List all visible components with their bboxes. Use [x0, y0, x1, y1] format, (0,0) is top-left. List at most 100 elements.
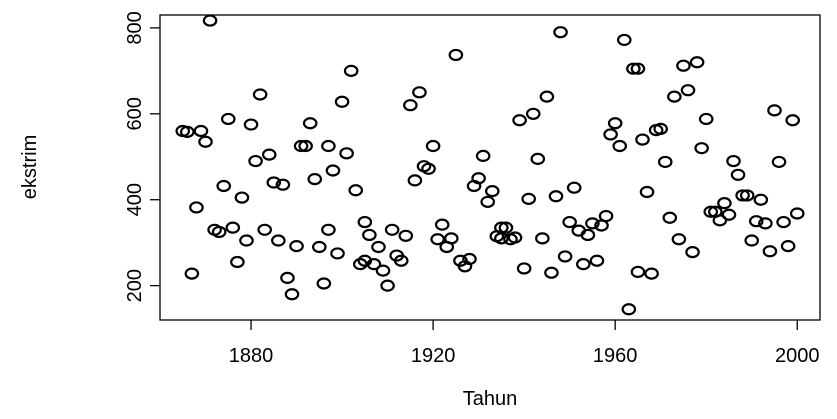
data-point	[607, 117, 623, 130]
data-point	[525, 107, 541, 120]
data-point	[357, 254, 373, 267]
data-point	[198, 135, 213, 148]
data-point	[302, 117, 318, 130]
y-tick-label: 600	[124, 97, 146, 130]
data-point	[257, 223, 272, 236]
x-axis-title: Tahun	[463, 388, 518, 410]
data-point	[589, 254, 605, 267]
data-point	[398, 229, 414, 242]
data-point	[193, 124, 209, 138]
data-point	[762, 245, 778, 258]
data-point	[348, 184, 364, 197]
data-point	[298, 139, 313, 153]
data-point	[598, 209, 614, 223]
data-point	[412, 86, 427, 99]
data-point	[767, 104, 782, 117]
data-point	[202, 14, 218, 27]
data-point	[343, 64, 359, 77]
data-point	[243, 118, 259, 131]
data-point	[521, 192, 536, 205]
data-point	[566, 181, 582, 194]
data-point	[325, 164, 341, 177]
data-point	[434, 218, 450, 231]
y-axis-title: ekstrim	[19, 135, 41, 199]
data-point	[352, 258, 368, 271]
data-point	[248, 154, 263, 168]
data-point	[316, 277, 332, 290]
data-point	[339, 147, 354, 160]
data-point	[585, 217, 600, 230]
data-point	[239, 234, 254, 247]
data-point	[539, 90, 555, 103]
data-point	[384, 223, 400, 236]
data-point	[494, 232, 509, 245]
data-point	[462, 252, 477, 266]
data-point	[362, 228, 377, 242]
data-point	[753, 193, 769, 206]
data-point	[330, 247, 345, 260]
data-point	[730, 168, 746, 181]
data-point	[307, 172, 323, 186]
data-point	[230, 255, 245, 269]
data-point	[685, 246, 700, 259]
data-point	[261, 148, 277, 161]
data-point	[475, 149, 491, 163]
data-point	[220, 112, 236, 126]
data-points	[175, 14, 805, 316]
data-point	[630, 265, 646, 278]
data-point	[289, 240, 304, 253]
data-point	[789, 207, 805, 220]
data-point	[189, 201, 204, 214]
data-point	[676, 59, 691, 72]
data-point	[580, 228, 596, 242]
y-tick-label: 400	[124, 183, 146, 216]
data-point	[430, 233, 445, 246]
data-point	[393, 254, 409, 267]
x-tick-label: 2000	[775, 345, 820, 367]
data-point	[380, 279, 395, 292]
data-point	[211, 225, 227, 239]
data-point	[612, 139, 628, 153]
data-point	[284, 288, 300, 301]
data-point	[771, 155, 787, 169]
data-point	[407, 174, 423, 187]
data-point	[444, 232, 459, 245]
data-point	[785, 114, 800, 127]
data-point	[403, 99, 418, 112]
x-axis: 1880 1920 1960 2000	[229, 320, 820, 367]
data-point	[630, 62, 646, 75]
data-point	[516, 262, 532, 275]
data-point	[744, 234, 760, 247]
data-point	[758, 217, 773, 230]
data-point	[471, 172, 486, 185]
y-tick-label: 200	[124, 269, 146, 302]
data-point	[680, 84, 696, 97]
data-point	[635, 133, 650, 146]
data-point	[562, 215, 577, 229]
data-point	[507, 231, 523, 244]
data-point	[639, 185, 655, 199]
data-point	[780, 240, 796, 253]
data-point	[621, 303, 637, 316]
data-point	[266, 176, 282, 189]
y-axis: 200 400 600 800	[124, 11, 160, 302]
data-point	[484, 185, 500, 198]
data-point	[252, 88, 268, 101]
data-point	[653, 122, 668, 135]
data-point	[698, 112, 714, 126]
data-point	[739, 189, 755, 202]
x-tick-label: 1880	[229, 345, 274, 367]
data-point	[293, 139, 309, 153]
data-point	[234, 191, 250, 204]
data-point	[480, 195, 496, 208]
data-point	[553, 26, 568, 39]
data-point	[421, 162, 436, 175]
data-point	[717, 197, 732, 210]
data-point	[334, 95, 350, 108]
plot-frame	[159, 14, 821, 321]
data-point	[557, 250, 573, 263]
data-point	[644, 267, 659, 280]
data-point	[576, 258, 591, 271]
